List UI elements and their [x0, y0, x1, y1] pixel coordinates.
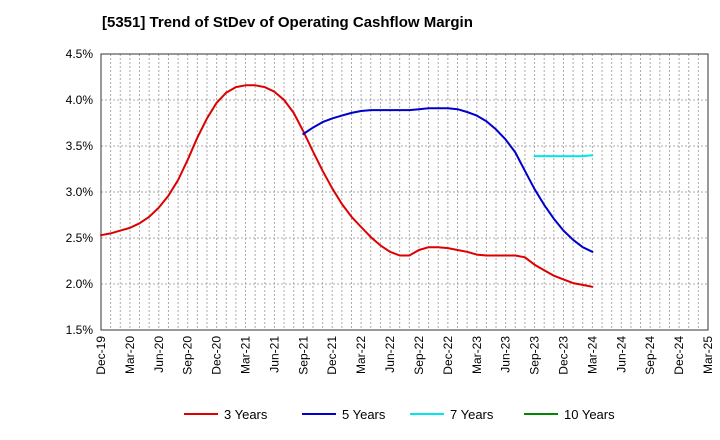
- legend-label-10-years: 10 Years: [564, 407, 615, 422]
- x-tick-label: Dec-19: [94, 336, 108, 375]
- x-tick-label: Jun-23: [499, 336, 513, 373]
- x-tick-label: Mar-24: [585, 336, 599, 374]
- y-axis: 1.5% 2.0% 2.5% 3.0% 3.5% 4.0% 4.5%: [66, 47, 94, 337]
- y-tick-label: 2.5%: [66, 231, 94, 245]
- x-axis: Dec-19 Mar-20 Jun-20 Sep-20 Dec-20 Mar-21 Jun-…: [94, 336, 715, 375]
- x-tick-label: Dec-23: [556, 336, 570, 375]
- x-tick-label: Mar-20: [123, 336, 137, 374]
- x-tick-label: Sep-23: [528, 336, 542, 375]
- x-tick-label: Jun-21: [267, 336, 281, 373]
- plot-frame: [100, 53, 709, 331]
- x-tick-label: Dec-21: [325, 336, 339, 375]
- y-tick-label: 1.5%: [66, 323, 94, 337]
- series-line-7-years: [533, 154, 594, 158]
- series-line-5-years: [302, 107, 594, 253]
- x-tick-label: Dec-22: [441, 336, 455, 375]
- y-tick-label: 4.5%: [66, 47, 94, 61]
- y-tick-label: 2.0%: [66, 277, 94, 291]
- x-tick-label: Jun-22: [383, 336, 397, 373]
- legend-label-7-years: 7 Years: [450, 407, 494, 422]
- series-lines: [100, 84, 594, 288]
- x-tick-label: Mar-25: [701, 336, 715, 374]
- x-tick-label: Sep-21: [296, 336, 310, 375]
- x-tick-label: Sep-20: [181, 336, 195, 375]
- legend-label-5-years: 5 Years: [342, 407, 386, 422]
- chart-title: [5351] Trend of StDev of Operating Cashf…: [102, 14, 473, 31]
- x-tick-label: Jun-24: [614, 336, 628, 373]
- series-line-3-years: [100, 84, 594, 288]
- grid: [100, 53, 709, 331]
- x-tick-label: Mar-23: [470, 336, 484, 374]
- x-tick-label: Sep-22: [412, 336, 426, 375]
- legend: 3 Years 5 Years 7 Years 10 Years: [184, 407, 615, 422]
- x-tick-label: Mar-21: [239, 336, 253, 374]
- x-tick-label: Dec-20: [210, 336, 224, 375]
- x-tick-label: Jun-20: [152, 336, 166, 373]
- y-tick-label: 3.5%: [66, 139, 94, 153]
- x-tick-label: Mar-22: [354, 336, 368, 374]
- x-tick-label: Sep-24: [643, 336, 657, 375]
- x-tick-label: Dec-24: [672, 336, 686, 375]
- legend-label-3-years: 3 Years: [224, 407, 268, 422]
- y-tick-label: 4.0%: [66, 93, 94, 107]
- y-tick-label: 3.0%: [66, 185, 94, 199]
